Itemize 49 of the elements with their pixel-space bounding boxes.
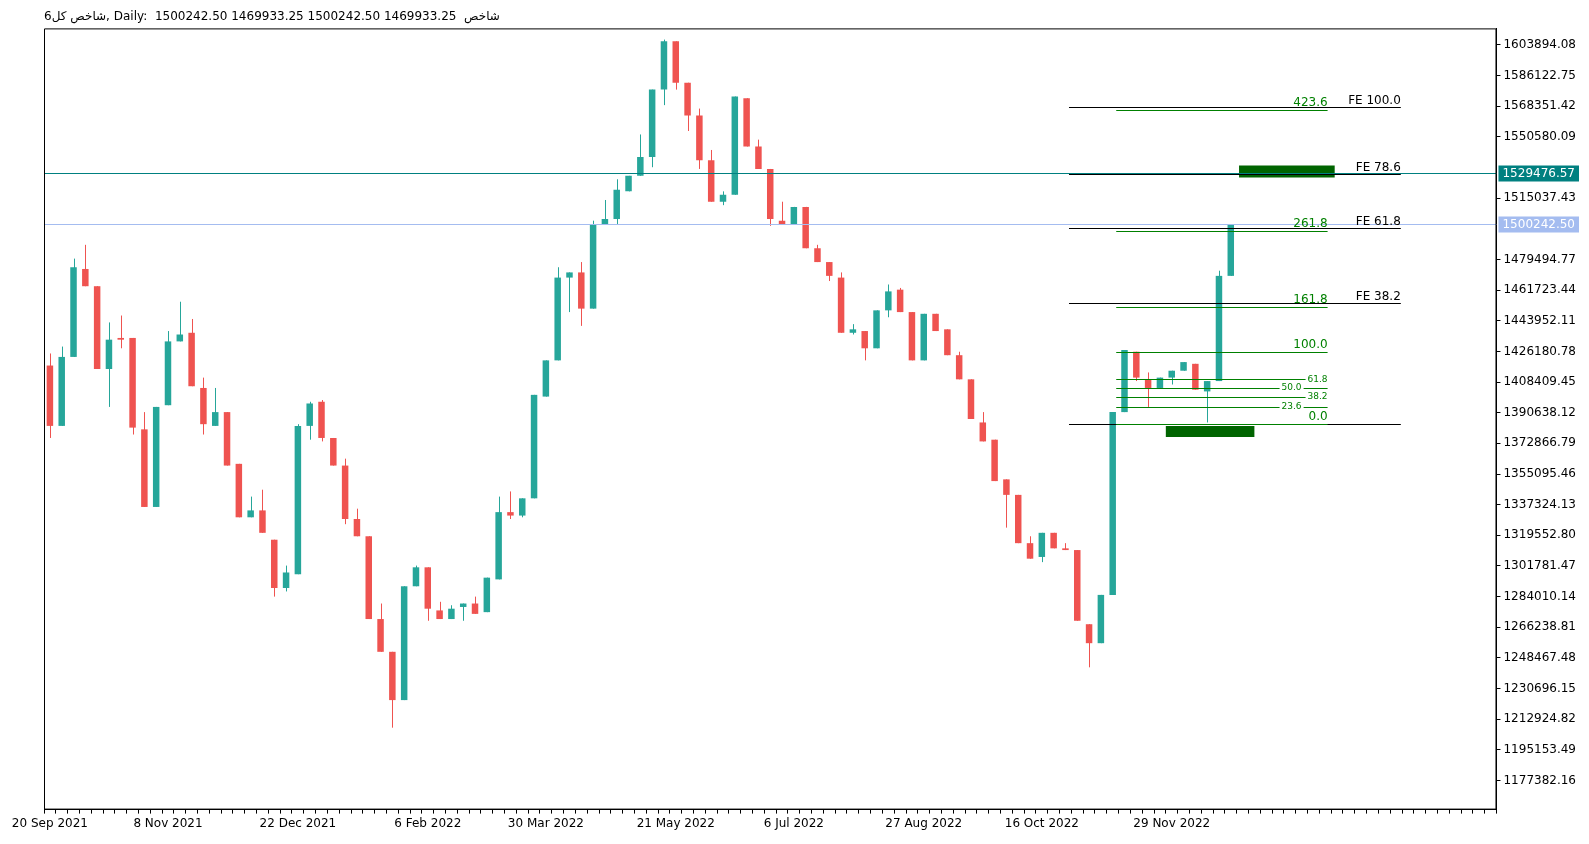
annotation: 423.6 [1293, 95, 1328, 110]
x-tick-label: 8 Nov 2021 [133, 815, 203, 830]
y-tick-label: 1177382.16 [1503, 772, 1576, 787]
annotation: 50.0 [1281, 382, 1302, 393]
y-tick-label: 1266238.81 [1503, 619, 1576, 634]
y-tick-label: 1337324.13 [1503, 496, 1576, 511]
y-tick-label: 1479494.77 [1503, 251, 1576, 266]
annotation: 161.8 [1293, 292, 1328, 307]
y-tick-label: 1319552.80 [1503, 527, 1576, 542]
y-tick-label: 1212924.82 [1503, 711, 1576, 726]
x-tick-label: 6 Jul 2022 [763, 815, 824, 830]
y-tick-label: 1603894.08 [1503, 37, 1576, 52]
annotation: 61.8 [1307, 373, 1328, 384]
y-tick-label: 1230696.15 [1503, 680, 1576, 695]
ref-line-label: FE 100.0 [1348, 92, 1401, 107]
y-tick-label: 1461723.44 [1503, 282, 1576, 297]
ref-line-label: 1500242.50 [1502, 216, 1575, 231]
ref-line-label: FE 78.6 [1355, 159, 1401, 174]
y-tick-label: 1515037.43 [1503, 190, 1576, 205]
y-tick-label: 1443952.11 [1503, 312, 1576, 327]
x-tick-label: 27 Aug 2022 [885, 815, 963, 830]
annotation: 261.8 [1293, 216, 1328, 231]
x-tick-label: 16 Oct 2022 [1004, 815, 1079, 830]
annotation: 38.2 [1307, 390, 1328, 401]
y-tick-label: 1284010.14 [1503, 588, 1576, 603]
annotation: 0.0 [1308, 409, 1328, 424]
y-tick-label: 1586122.75 [1503, 67, 1576, 82]
y-tick-label: 1408409.45 [1503, 374, 1576, 389]
x-tick-label: 22 Dec 2021 [259, 815, 337, 830]
chart-title: شاخص کل6, Daily: 1500242.50 1469933.25 1500242.50 1469933.25 شاخص [44, 9, 500, 25]
annotation: 100.0 [1293, 336, 1328, 351]
ref-line-label: 1529476.57 [1502, 165, 1575, 180]
x-tick-label: 6 Feb 2022 [394, 815, 462, 830]
y-tick-label: 1390638.12 [1503, 404, 1576, 419]
y-tick-label: 1195153.49 [1503, 741, 1576, 756]
y-tick-label: 1426180.78 [1503, 343, 1576, 358]
x-tick-label: 30 Mar 2022 [507, 815, 584, 830]
annotation: 23.6 [1281, 401, 1302, 412]
ref-line-label: FE 38.2 [1355, 288, 1401, 303]
x-tick-label: 21 May 2022 [636, 815, 715, 830]
ref-line-label: FE 61.8 [1355, 213, 1401, 228]
x-tick-label: 20 Sep 2021 [11, 815, 88, 830]
y-tick-label: 1301781.47 [1503, 558, 1576, 573]
y-tick-label: 1568351.42 [1503, 98, 1576, 113]
y-tick-label: 1550580.09 [1503, 129, 1576, 144]
x-tick-label: 29 Nov 2022 [1133, 815, 1211, 830]
y-tick-label: 1248467.48 [1503, 650, 1576, 665]
y-tick-label: 1372866.79 [1503, 435, 1576, 450]
y-tick-label: 1355095.46 [1503, 466, 1576, 481]
